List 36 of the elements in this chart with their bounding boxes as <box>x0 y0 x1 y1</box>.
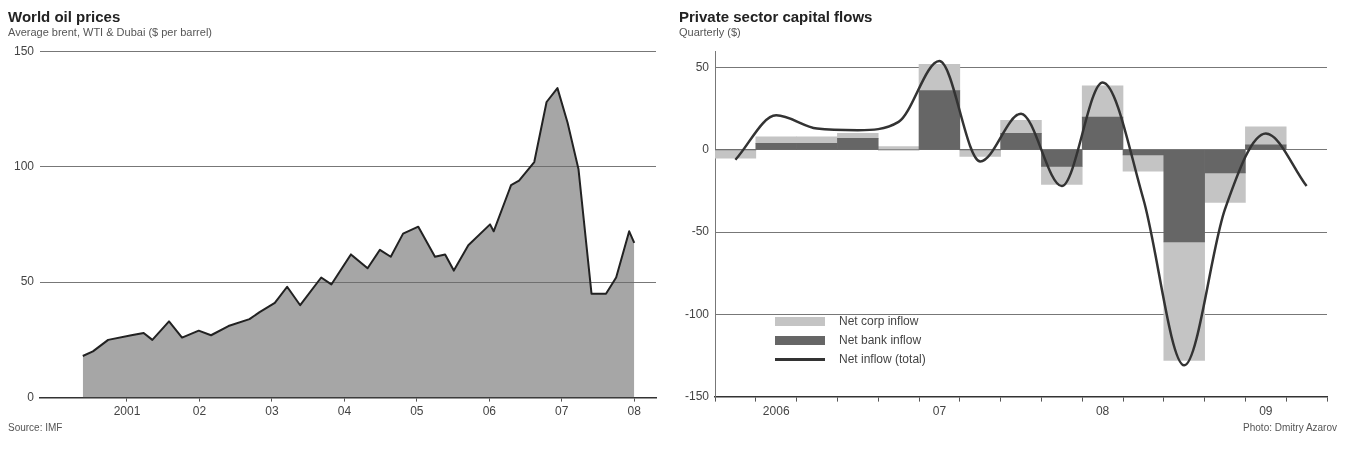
bar <box>1163 241 1205 361</box>
bar <box>1122 154 1165 172</box>
x-tick-label: 05 <box>410 404 424 419</box>
y-tick-label: -50 <box>691 224 710 239</box>
y-tick-label: -150 <box>684 388 710 403</box>
chart-title: Private sector capital flows <box>679 8 874 25</box>
x-tick-label: 08 <box>627 404 642 419</box>
x-tick-label: 09 <box>1259 404 1273 419</box>
y-tick-label: 50 <box>695 59 710 74</box>
y-tick-label: 0 <box>27 389 35 404</box>
chart-title: World oil prices <box>8 8 122 25</box>
y-tick-label: -100 <box>684 306 710 321</box>
x-tick-label: 04 <box>337 404 352 419</box>
chart-subtitle: Quarterly ($) <box>679 26 742 38</box>
x-tick-label: 08 <box>1095 404 1110 419</box>
legend-label: Net inflow (total) <box>839 352 926 367</box>
chart-subtitle: Average brent, WTI & Dubai ($ per barrel) <box>8 26 213 38</box>
x-tick-label: 07 <box>555 404 569 419</box>
x-tick-label: 02 <box>192 404 207 419</box>
x-tick-label: 03 <box>265 404 279 419</box>
x-tick-label: 07 <box>932 404 947 419</box>
bar <box>1000 133 1042 150</box>
x-tick-label: 2001 <box>113 404 141 419</box>
y-tick-label: 0 <box>702 142 710 157</box>
y-tick-label: 100 <box>13 158 35 173</box>
x-tick-label: 06 <box>482 404 497 419</box>
y-tick-label: 50 <box>20 274 35 289</box>
bar <box>1204 172 1246 203</box>
source-note: Source: IMF <box>8 422 63 433</box>
x-tick-label: 2006 <box>762 404 790 419</box>
y-tick-label: 150 <box>13 43 35 58</box>
line-series <box>734 59 1308 367</box>
text: Photo: Dmitry Azarov <box>1243 422 1337 433</box>
bar <box>918 90 961 150</box>
legend-label: Net corp inflow <box>839 314 919 329</box>
legend-label: Net bank inflow <box>839 333 922 348</box>
